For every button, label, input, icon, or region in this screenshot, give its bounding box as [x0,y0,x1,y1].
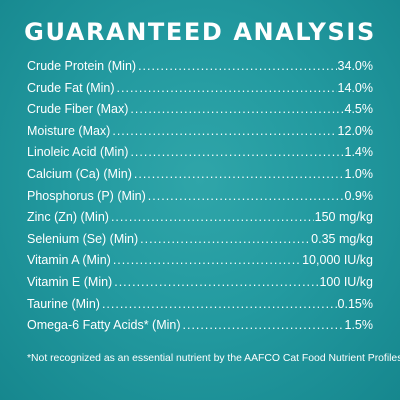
row-value: 1.4% [344,145,374,160]
analysis-row-selenium: Selenium (Se) (Min) ....................… [27,229,373,251]
row-label: Linoleic Acid (Min) [27,145,129,160]
analysis-row-vitamin-a: Vitamin A (Min) ........................… [27,250,373,272]
analysis-list: Crude Protein (Min) ....................… [27,56,373,337]
row-label: Vitamin A (Min) [27,253,111,268]
row-label: Vitamin E (Min) [27,274,113,289]
row-label: Crude Fat (Min) [27,80,115,95]
analysis-row-zinc: Zinc (Zn) (Min) ........................… [27,207,373,229]
row-value: 10,000 IU/kg [302,253,373,268]
dot-leader: ........................................… [114,274,319,289]
analysis-row-crude-fat: Crude Fat (Min) ........................… [27,78,373,100]
dot-leader: ........................................… [140,231,311,246]
row-label: Taurine (Min) [27,296,100,311]
row-label: Selenium (Se) (Min) [27,231,139,246]
dot-leader: ........................................… [116,80,337,95]
analysis-row-crude-fiber: Crude Fiber (Max) ......................… [27,99,373,121]
dot-leader: ........................................… [110,210,314,225]
row-value: 4.5% [344,102,374,117]
row-label: Crude Fiber (Max) [27,102,129,117]
dot-leader: ........................................… [147,188,344,203]
analysis-row-linoleic-acid: Linoleic Acid (Min) ....................… [27,142,373,164]
row-label: Omega-6 Fatty Acids* (Min) [27,318,181,333]
dot-leader: ........................................… [182,318,344,333]
row-label: Calcium (Ca) (Min) [27,166,132,181]
dot-leader: ........................................… [112,253,301,268]
dot-leader: ........................................… [130,102,343,117]
analysis-row-moisture: Moisture (Max) .........................… [27,121,373,143]
row-value: 1.5% [344,318,374,333]
row-value: 14.0% [337,80,373,95]
analysis-row-omega-6: Omega-6 Fatty Acids* (Min) .............… [27,315,373,337]
row-value: 12.0% [337,123,373,138]
analysis-row-calcium: Calcium (Ca) (Min) .....................… [27,164,373,186]
dot-leader: ........................................… [133,166,344,181]
analysis-row-taurine: Taurine (Min) ..........................… [27,294,373,316]
row-value: 0.35 mg/kg [311,231,373,246]
dot-leader: ........................................… [112,123,336,138]
analysis-row-phosphorus: Phosphorus (P) (Min) ...................… [27,186,373,208]
row-label: Moisture (Max) [27,123,111,138]
analysis-row-vitamin-e: Vitamin E (Min) ........................… [27,272,373,294]
row-value: 34.0% [337,59,373,73]
row-label: Phosphorus (P) (Min) [27,188,146,203]
row-value: 100 IU/kg [319,274,373,289]
row-value: 0.9% [344,188,374,203]
dot-leader: ........................................… [101,296,337,311]
row-value: 1.0% [344,166,374,181]
footnote: *Not recognized as an essential nutrient… [27,353,400,364]
dot-leader: ........................................… [138,59,336,73]
panel-title: GUARANTEED ANALYSIS [24,18,376,46]
row-label: Zinc (Zn) (Min) [27,210,109,225]
row-value: 150 mg/kg [314,210,373,225]
analysis-row-crude-protein: Crude Protein (Min) ....................… [27,56,373,78]
row-value: 0.15% [337,296,373,311]
row-label: Crude Protein (Min) [27,59,137,73]
dot-leader: ........................................… [130,145,343,160]
